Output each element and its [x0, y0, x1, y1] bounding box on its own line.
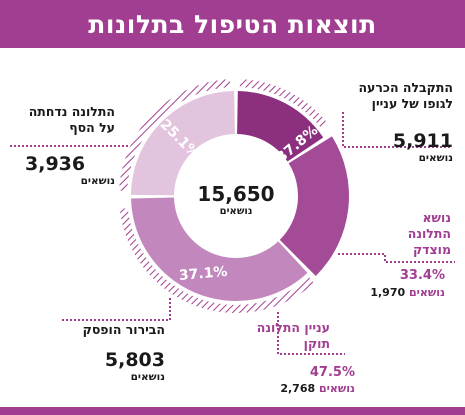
center-total-block: 15,650 נושאים [190, 182, 282, 217]
decision-title-line2: לגופו של עניין [371, 96, 453, 111]
decision-count: 5,911 [392, 130, 453, 152]
decision-label: התקבלה הכרעה לגופו של עניין [333, 80, 453, 112]
rejected-unit: נושאים [80, 175, 115, 187]
leader-fixed [277, 312, 345, 355]
leader-justified [338, 253, 455, 263]
slice-stopped [131, 197, 308, 302]
justified-label: נושא התלונה מוצדק [381, 210, 451, 258]
rejected-title-line2: על הסף [69, 120, 115, 135]
stopped-unit: נושאים [130, 371, 165, 383]
stopped-count: 5,803 [104, 349, 165, 371]
fixed-count-row: נושאים 2,768 [245, 382, 355, 395]
slice-decision-lower [279, 136, 349, 277]
decision-title-line1: התקבלה הכרעה [358, 80, 453, 95]
justified-title-line2: התלונה [407, 226, 451, 241]
fixed-title-line1: עניין התלונה [256, 320, 330, 335]
fixed-title-line2: תוקן [303, 336, 330, 351]
decision-count-block: 5,911 נושאים [353, 130, 453, 164]
fixed-label: עניין התלונה תוקן [220, 320, 330, 352]
fixed-count: 2,768 [280, 382, 316, 395]
justified-percent: 33.4% [399, 268, 445, 283]
justified-title-line1: נושא [422, 210, 451, 225]
footer-bar [0, 407, 465, 415]
justified-title-line3: מוצדק [412, 242, 451, 257]
rejected-title-line1: התלונה נדחתה [28, 104, 115, 119]
header-banner: תוצאות הטיפול בתלונות [0, 0, 465, 48]
page-title: תוצאות הטיפול בתלונות [88, 9, 377, 39]
justified-unit: נושאים [408, 286, 445, 299]
hatch-band-rejected [119, 79, 231, 191]
fixed-percent: 47.5% [309, 365, 355, 380]
fixed-unit: נושאים [318, 382, 355, 395]
decision-unit: נושאים [418, 152, 453, 164]
hatch-band-stopped [119, 208, 315, 313]
slice-decision-upper [237, 91, 324, 162]
center-total-unit: נושאים [219, 206, 253, 217]
rejected-count: 3,936 [25, 153, 86, 175]
hatch-band-decision [239, 79, 328, 128]
stopped-label: הבירור הופסק [60, 322, 165, 338]
slice-rejected [131, 91, 235, 196]
stopped-count-block: 5,803 נושאים [95, 349, 165, 383]
leader-stopped [60, 298, 171, 321]
rejected-count-block: 3,936 נושאים [25, 153, 115, 187]
center-total-value: 15,650 [197, 182, 275, 206]
stopped-title: הבירור הופסק [82, 322, 165, 337]
justified-count: 1,970 [370, 286, 406, 299]
percent-label-stopped: 37.1% [178, 264, 228, 284]
rejected-label: התלונה נדחתה על הסף [20, 104, 115, 136]
justified-count-row: נושאים 1,970 [335, 286, 445, 299]
